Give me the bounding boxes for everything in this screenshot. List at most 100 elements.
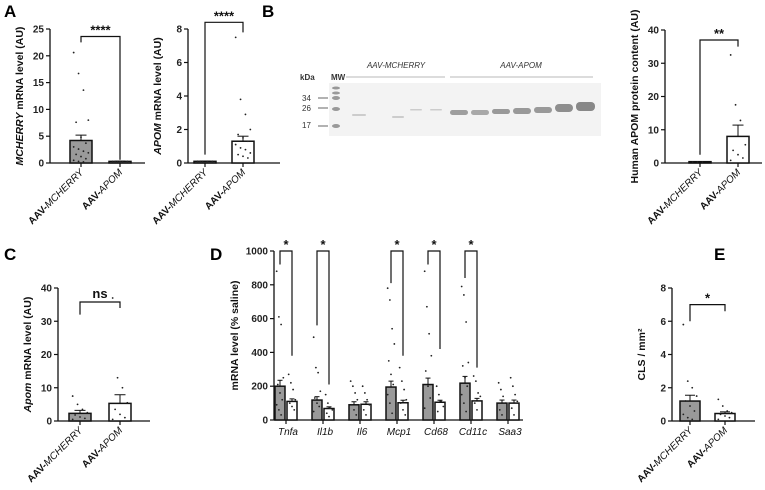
mcherry-faint-bands [352,109,442,118]
significance-label: ns [92,286,107,301]
data-point [403,388,406,391]
data-point [280,414,283,416]
bar [679,400,701,422]
data-point [126,160,129,163]
data-point [116,376,119,379]
data-point [276,383,279,386]
data-point [87,151,90,154]
data-point [72,51,75,54]
significance-bracket [699,39,739,155]
chart-a2: 0 2 4 6 8 APOM mRNA level (AU) AAV-MCHERRYAAV-… [150,8,280,227]
data-point [362,408,365,411]
bar [508,402,520,421]
significance-bracket [279,250,293,356]
data-point [206,160,209,163]
data-point [423,407,426,410]
significance-bracket [689,304,726,322]
data-point [312,336,315,339]
panel-letter-a: A [4,2,16,21]
data-point [246,140,249,143]
bar [274,385,286,421]
data-point [686,416,689,419]
y-tick-label: 1000 [246,247,269,258]
x-tick-label-gene: APOM [714,167,744,197]
blot-group-apom: AAV-APOM [499,61,542,70]
x-tick-label-il6: Il6 [357,427,368,438]
significance-label: * [705,291,711,306]
data-point [81,408,84,411]
data-point [391,327,394,330]
kda-label: kDa [300,73,315,82]
data-point [313,397,316,399]
data-point [246,157,249,159]
marker-26: 26 [302,104,311,113]
bar [496,402,508,421]
data-point [732,149,735,152]
significance-label: * [394,237,400,252]
y-tick-label: 10 [648,125,660,136]
data-point [460,393,463,396]
data-point [361,385,364,388]
y-axis-label-gene: MCHERRY [14,112,26,166]
y-axis-label-text: Human APOM protein content (AU) [629,9,641,183]
panel-letter-b: B [262,2,274,21]
data-point [86,411,89,414]
data-point [691,161,694,163]
y-tick-label: 6 [660,317,666,328]
data-point [462,294,465,296]
data-point [318,405,321,408]
significance-bracket [427,250,441,350]
data-point [239,147,242,149]
data-point [83,417,86,420]
data-point [691,418,694,421]
y-tick-label: 0 [262,416,268,427]
data-point [249,152,252,154]
y-tick-label: 0 [176,159,182,170]
bar [422,383,434,421]
data-point [201,160,204,163]
data-point [501,414,503,416]
significance-bracket [80,35,121,160]
data-point [282,376,285,379]
data-point [425,305,428,308]
data-point [430,354,433,357]
data-point [368,403,371,406]
y-tick-label: 8 [660,284,666,295]
x-tick-label-cd11c: Cd11c [459,427,487,438]
y-tick-label: 30 [648,59,660,70]
data-point [741,157,744,159]
data-point [292,388,295,391]
y-tick-label: 0 [46,417,52,428]
y-tick-label: 200 [251,382,268,393]
data-point [312,410,315,413]
data-point [355,414,358,416]
data-point [328,415,330,418]
data-point [275,270,278,273]
data-point [280,323,283,326]
bar [385,386,397,421]
bar [108,402,132,422]
bar [397,402,409,421]
x-tick-label: AAV-MCHERRY [635,424,696,485]
data-point [717,398,720,401]
data-point [462,402,465,404]
data-point [717,418,720,421]
data-point [71,395,74,397]
data-point [466,385,469,388]
significance-bracket [79,301,121,315]
y-tick-label: 4 [176,92,182,103]
data-point [513,414,515,416]
data-point [366,398,369,401]
data-point [244,148,247,151]
data-point [511,385,514,388]
significance-label: * [320,237,326,252]
data-point [440,400,443,403]
data-point [72,146,75,148]
y-tick-label: 400 [251,348,268,359]
data-point [279,392,281,394]
data-point [82,161,85,163]
x-tick-label-gene: APOM [701,425,731,455]
data-point [398,366,401,369]
data-point [724,415,726,417]
